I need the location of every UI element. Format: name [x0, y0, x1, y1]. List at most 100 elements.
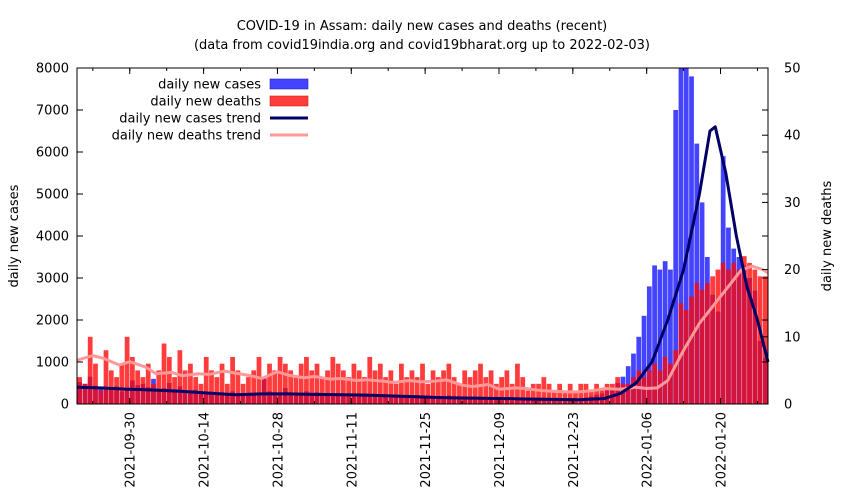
bar-overlap: [140, 383, 146, 404]
bar-deaths: [314, 363, 320, 404]
bar-overlap: [541, 397, 547, 404]
bar-overlap: [314, 392, 320, 404]
bar-deaths: [483, 377, 489, 404]
bar-deaths: [762, 276, 768, 404]
bar-deaths: [552, 390, 557, 404]
bar-overlap: [98, 390, 104, 404]
bar-overlap: [399, 396, 404, 404]
bar-overlap: [261, 378, 267, 404]
bar-deaths: [525, 390, 531, 404]
bar-overlap: [499, 400, 504, 404]
bar-overlap: [509, 400, 515, 404]
bar-overlap: [462, 398, 468, 404]
bar-overlap: [346, 396, 352, 404]
bar-overlap: [103, 388, 109, 404]
bar-overlap: [404, 396, 410, 404]
bar-deaths: [188, 363, 193, 404]
bar-overlap: [425, 396, 431, 404]
overlap-bars: [77, 262, 768, 404]
bar-deaths: [267, 363, 272, 404]
bar-deaths: [457, 383, 462, 404]
bar-deaths: [304, 356, 309, 404]
legend-label: daily new cases: [158, 78, 261, 93]
bar-deaths: [251, 370, 257, 404]
legend-label: daily new cases trend: [119, 112, 261, 127]
bar-deaths: [130, 356, 135, 404]
bar-overlap: [673, 350, 679, 404]
bar-overlap: [641, 377, 647, 404]
bar-deaths: [166, 356, 172, 404]
bar-deaths: [177, 350, 183, 404]
bar-deaths: [462, 370, 468, 404]
bar-deaths: [435, 377, 441, 404]
bar-deaths: [235, 370, 241, 404]
bar-deaths: [499, 377, 504, 404]
bar-overlap: [82, 383, 88, 404]
x-tick-label: 2022-01-06: [641, 412, 656, 488]
bar-overlap: [747, 278, 752, 404]
y-tick-label: 5000: [36, 188, 69, 203]
bar-deaths: [325, 370, 330, 404]
bar-deaths: [272, 370, 278, 404]
bar-deaths: [335, 363, 341, 404]
y2-tick-label: 30: [784, 196, 801, 211]
bar-deaths: [209, 370, 214, 404]
bar-overlap: [298, 394, 304, 404]
bar-overlap: [330, 395, 336, 404]
bar-deaths: [409, 370, 415, 404]
bar-deaths: [298, 363, 304, 404]
bar-overlap: [694, 283, 700, 404]
bar-overlap: [578, 398, 584, 404]
bar-overlap: [87, 376, 93, 404]
bar-cases: [673, 110, 679, 404]
bar-overlap: [214, 393, 220, 404]
bar-overlap: [319, 394, 325, 404]
bar-deaths: [441, 370, 446, 404]
bar-deaths: [388, 370, 394, 404]
bar-deaths: [404, 377, 410, 404]
bar-deaths: [145, 363, 151, 404]
bar-deaths: [87, 336, 93, 404]
y-tick-label: 4000: [36, 230, 69, 245]
bar-deaths: [309, 370, 315, 404]
chart-title: COVID-19 in Assam: daily new cases and d…: [237, 19, 608, 34]
bar-overlap: [156, 391, 162, 404]
bar-cases: [678, 68, 684, 404]
bar-overlap: [552, 399, 557, 404]
bar-cases: [668, 269, 673, 404]
bar-deaths: [557, 383, 563, 404]
trend-lines: [76, 125, 770, 402]
bar-overlap: [562, 398, 568, 404]
bar-deaths: [509, 383, 515, 404]
bar-deaths: [467, 377, 473, 404]
bar-deaths: [573, 390, 578, 404]
bar-deaths: [420, 363, 425, 404]
y-axis-label: daily new cases: [7, 184, 22, 287]
x-tick-label: 2021-11-11: [345, 412, 360, 488]
bar-deaths: [319, 377, 325, 404]
bar-cases: [652, 265, 657, 404]
bar-overlap: [293, 393, 299, 404]
bar-overlap: [362, 394, 367, 404]
bar-deaths: [119, 363, 125, 404]
bar-overlap: [457, 397, 462, 404]
bar-overlap: [520, 399, 526, 404]
bar-cases: [641, 315, 647, 404]
bar-overlap: [177, 386, 183, 404]
bar-overlap: [108, 389, 114, 404]
bar-deaths: [362, 377, 367, 404]
bar-overlap: [251, 394, 257, 404]
bar-overlap: [93, 385, 98, 404]
bar-deaths: [341, 370, 346, 404]
legend: daily new cases daily new deaths daily new…: [112, 78, 309, 144]
bar-deaths: [583, 383, 589, 404]
bar-deaths: [277, 356, 283, 404]
y-tick-label: 1000: [36, 356, 69, 371]
bar-overlap: [124, 389, 130, 404]
y-axis-ticks: 0 1000 2000 3000 4000 5000 6000 7000 8000: [36, 62, 768, 413]
y-tick-label: 6000: [36, 146, 69, 161]
bar-overlap: [77, 382, 83, 404]
bar-overlap: [515, 398, 520, 404]
bar-overlap: [219, 395, 225, 404]
bar-overlap: [383, 394, 388, 404]
